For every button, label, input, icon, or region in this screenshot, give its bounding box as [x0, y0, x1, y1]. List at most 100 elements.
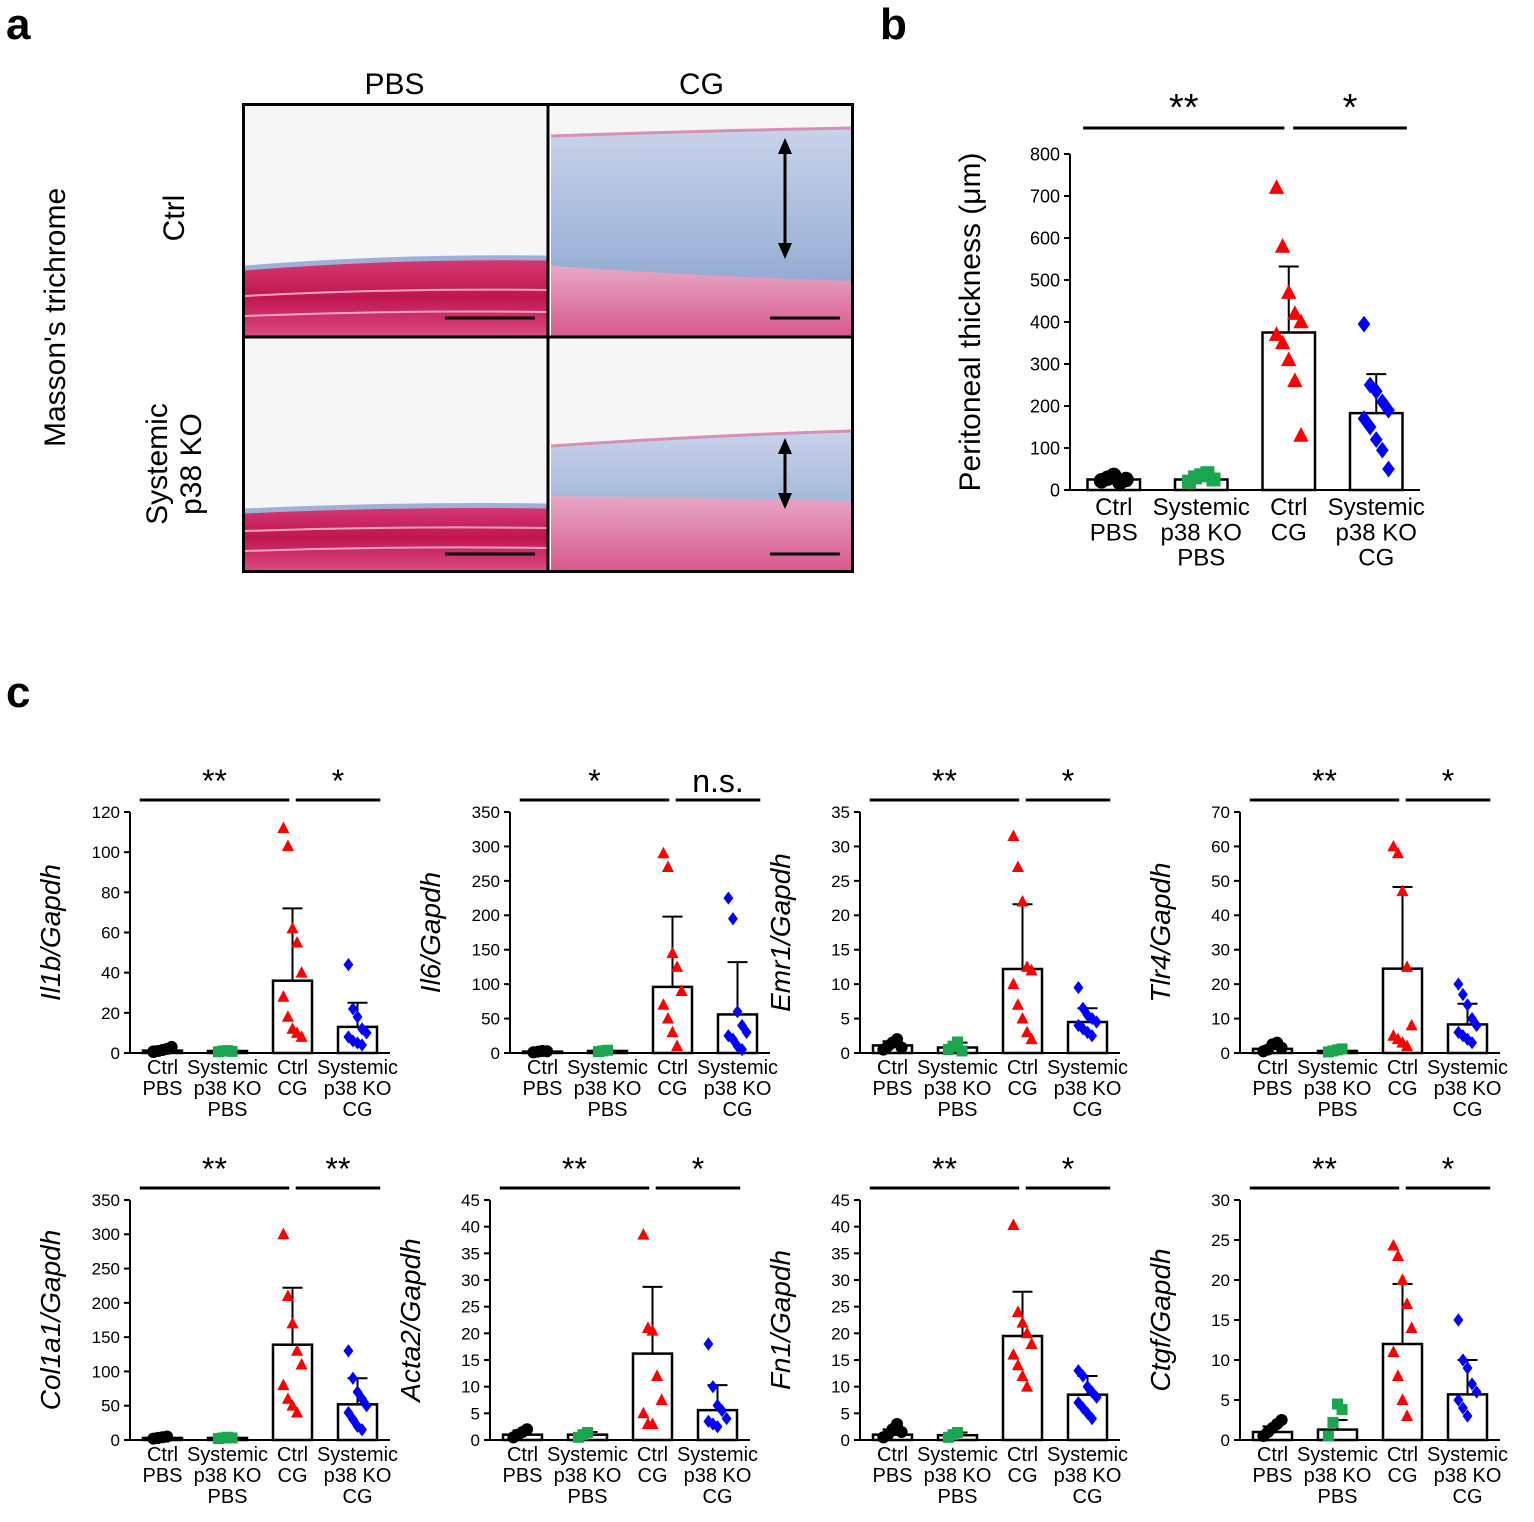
data-point	[277, 990, 290, 1002]
y-tick-label: 600	[1030, 228, 1060, 248]
significance-label: n.s.	[692, 763, 744, 799]
data-point	[1087, 1412, 1097, 1426]
data-point	[952, 1036, 963, 1048]
category-label: p38 KO	[324, 1465, 392, 1487]
data-point	[1396, 1393, 1409, 1405]
data-point	[1369, 431, 1383, 448]
data-point	[1405, 1018, 1418, 1031]
stain-label: Masson's trichrome	[39, 187, 72, 447]
y-tick-label: 300	[1030, 354, 1060, 374]
y-tick-label: 350	[472, 803, 500, 822]
category-label: p38 KO	[1054, 1465, 1122, 1487]
y-tick-label: 5	[841, 1404, 850, 1423]
category-label: CG	[1073, 1486, 1103, 1508]
data-point	[226, 1432, 238, 1444]
data-point	[728, 912, 738, 926]
y-tick-label: 50	[481, 1010, 500, 1029]
y-tick-label: 200	[1030, 396, 1060, 416]
y-tick-label: 0	[491, 1044, 500, 1063]
y-tick-label: 700	[1030, 186, 1060, 206]
category-label: Ctrl	[507, 1444, 538, 1466]
data-point	[717, 1404, 727, 1418]
y-tick-label: 20	[831, 1324, 850, 1343]
data-point	[343, 1344, 354, 1358]
data-point	[1007, 977, 1020, 990]
data-point	[352, 1010, 363, 1024]
y-tick-label: 10	[831, 1378, 850, 1397]
category-label: p38 KO	[554, 1465, 622, 1487]
data-point	[1091, 1015, 1102, 1029]
data-point	[675, 984, 688, 996]
data-point	[741, 1025, 752, 1039]
significance-label: *	[1442, 1151, 1454, 1187]
image-ctrl-pbs	[244, 106, 549, 336]
data-point	[895, 1041, 908, 1054]
data-point	[281, 1289, 294, 1301]
data-point	[343, 958, 354, 972]
y-tick-label: 350	[92, 1191, 120, 1210]
data-point	[357, 1423, 367, 1437]
category-label: PBS	[872, 1078, 912, 1100]
y-tick-label: 0	[1221, 1044, 1230, 1063]
data-point	[602, 1044, 613, 1056]
y-tick-label: 25	[831, 872, 850, 891]
category-label: PBS	[872, 1465, 912, 1487]
significance-label: **	[326, 1151, 351, 1187]
category-label: CG	[343, 1099, 373, 1121]
data-point	[1453, 977, 1464, 991]
data-point	[1007, 1348, 1020, 1360]
category-label: PBS	[1252, 1078, 1292, 1100]
chart-emr1: Emr1/Gapdh05101520253035CtrlPBSSystemicp…	[765, 763, 1128, 1121]
row-header-systemic-line2: p38 KO	[175, 413, 208, 515]
category-label: CG	[1358, 545, 1394, 572]
data-point	[1011, 1305, 1024, 1317]
significance-label: *	[332, 763, 344, 799]
data-point	[1007, 1218, 1020, 1231]
y-tick-label: 120	[92, 803, 120, 822]
row-header-systemic-line1: Systemic	[141, 403, 174, 525]
bar	[1381, 1342, 1424, 1442]
category-label: CG	[278, 1078, 308, 1100]
category-label: p38 KO	[574, 1078, 642, 1100]
y-tick-label: 25	[461, 1298, 480, 1317]
category-label: Ctrl	[147, 1444, 178, 1466]
category-label: Systemic	[917, 1057, 998, 1079]
category-label: Systemic	[1427, 1057, 1508, 1079]
y-tick-label: 250	[472, 872, 500, 891]
y-tick-label: 0	[1221, 1431, 1230, 1450]
y-tick-label: 10	[831, 975, 850, 994]
y-tick-label: 5	[841, 1010, 850, 1029]
category-label: p38 KO	[1336, 519, 1417, 546]
significance-label: *	[692, 1151, 704, 1187]
data-point	[226, 1045, 238, 1057]
data-point	[521, 1423, 534, 1436]
y-tick-label: 15	[831, 1351, 850, 1370]
y-tick-label: 150	[472, 941, 500, 960]
data-point	[357, 1038, 367, 1052]
data-point	[895, 1425, 908, 1439]
bar	[271, 1343, 314, 1442]
category-label: Systemic	[677, 1444, 758, 1466]
data-point	[1462, 998, 1473, 1012]
y-tick-label: 400	[1030, 312, 1060, 332]
category-label: Ctrl	[1095, 494, 1132, 521]
category-label: p38 KO	[324, 1078, 392, 1100]
data-point	[277, 1227, 290, 1240]
data-point	[1382, 401, 1395, 419]
category-label: Systemic	[1297, 1444, 1378, 1466]
category-label: PBS	[937, 1099, 977, 1121]
category-label: p38 KO	[684, 1465, 752, 1487]
significance-label: *	[588, 763, 600, 799]
category-label: PBS	[502, 1465, 542, 1487]
y-axis-label: Tlr4/Gapdh	[1145, 862, 1176, 1002]
category-label: p38 KO	[924, 1465, 992, 1487]
data-point	[286, 921, 299, 934]
column-header-cg: CG	[679, 68, 724, 101]
data-point	[1293, 427, 1309, 442]
category-label: Systemic	[1297, 1057, 1378, 1079]
data-point	[361, 1026, 372, 1040]
category-label: Systemic	[1427, 1444, 1508, 1466]
significance-label: *	[1442, 763, 1454, 799]
y-tick-label: 15	[831, 941, 850, 960]
data-point	[161, 1430, 174, 1443]
